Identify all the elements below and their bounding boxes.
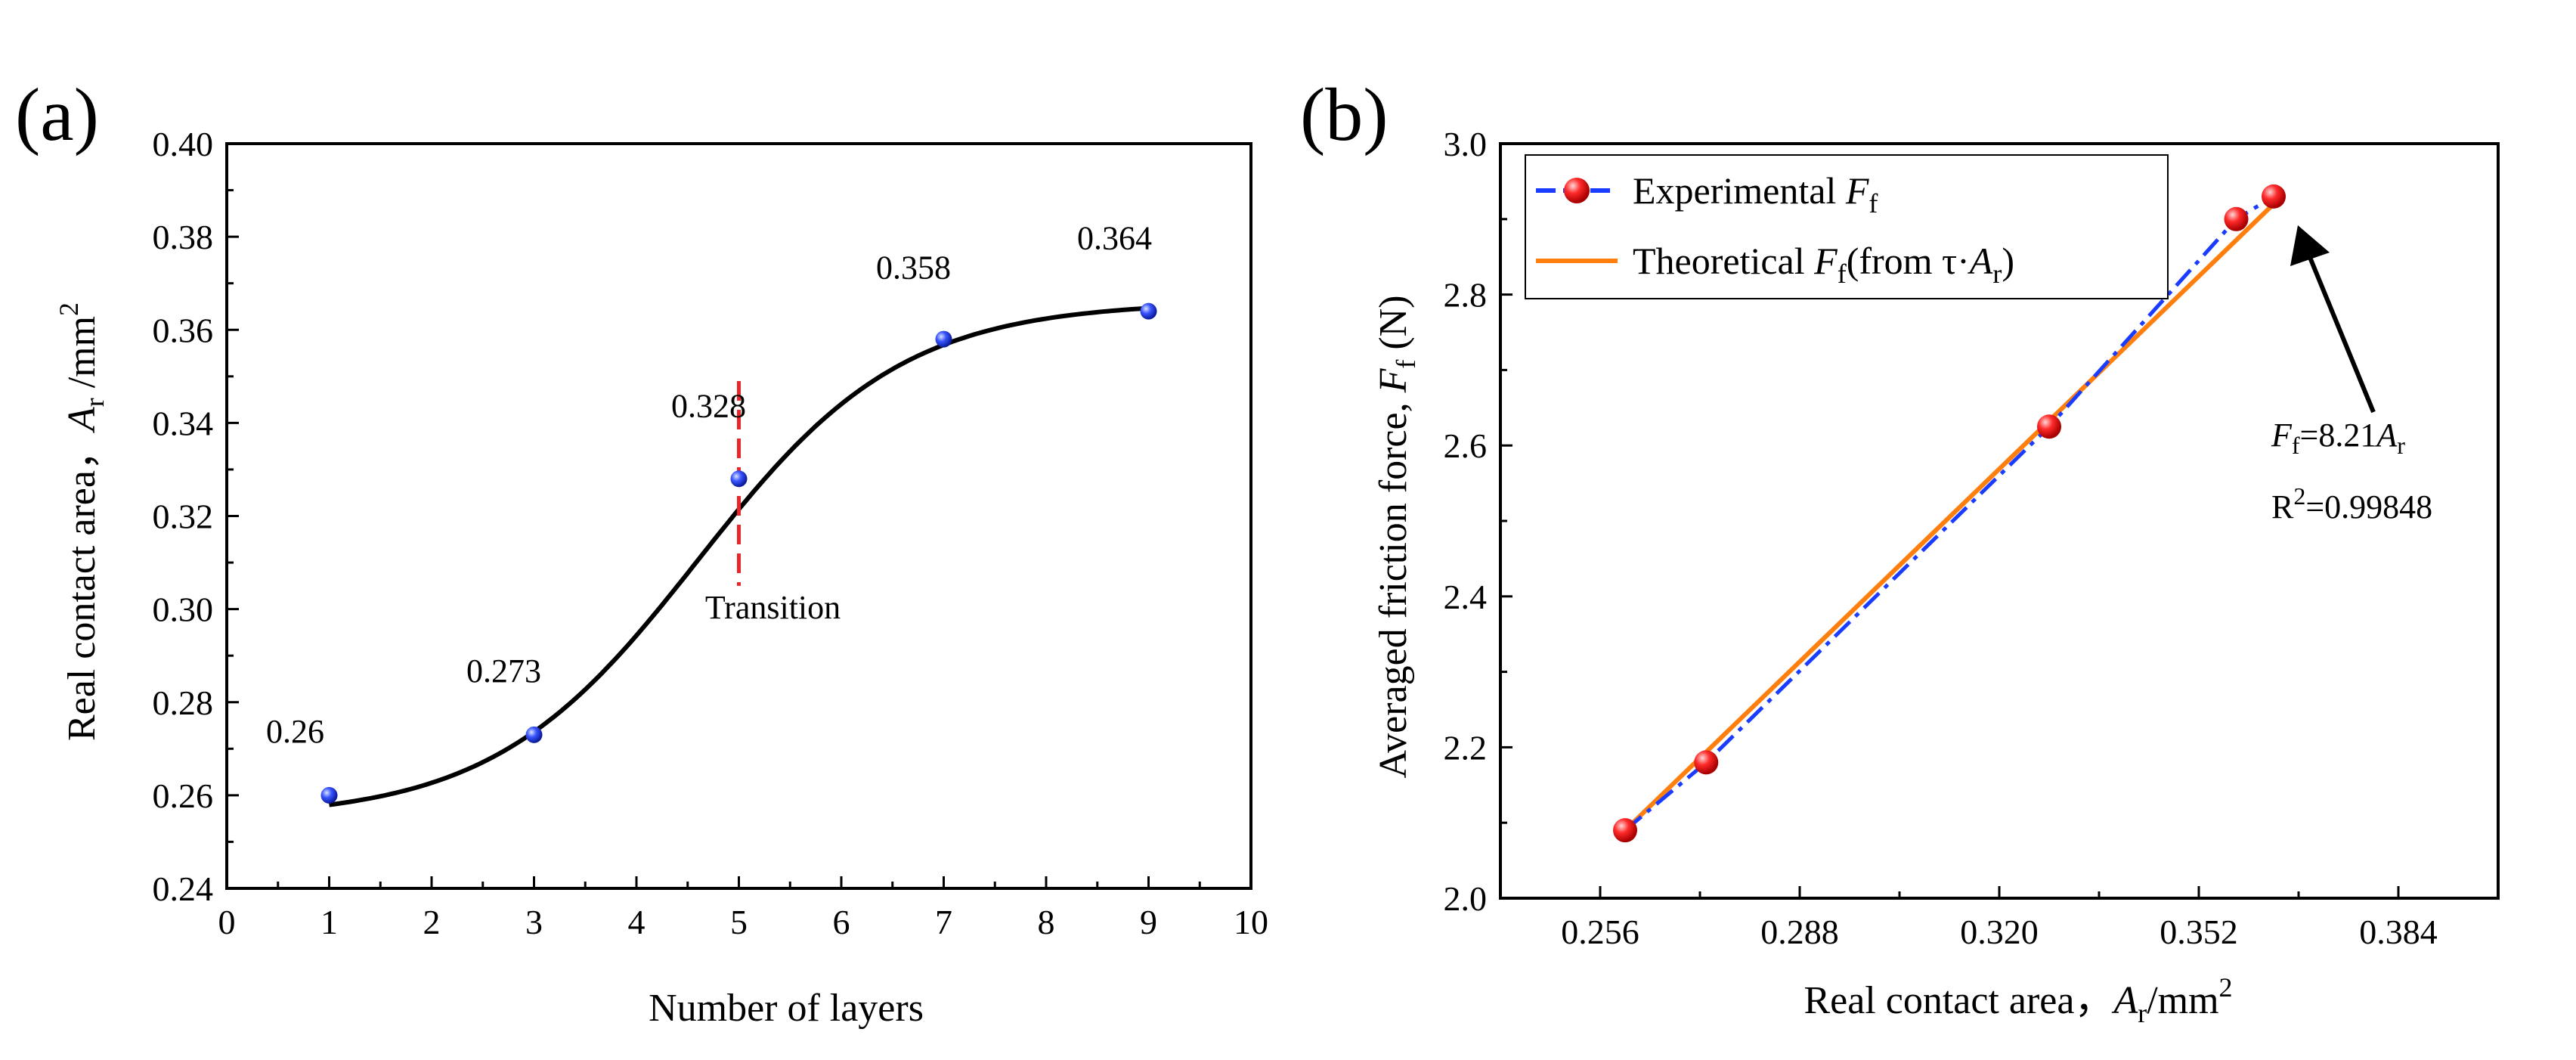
panel-a-y-tick-label: 0.26 <box>153 776 214 815</box>
panel-b-data-point <box>2262 184 2286 209</box>
panel-a-x-tick-label: 7 <box>935 903 952 941</box>
panel-b: (b) 2.02.22.42.62.83.0 0.256 0.288 0.320 0.… <box>1300 73 2500 1028</box>
panel-a-data-label: 0.364 <box>1077 220 1152 257</box>
panel-b-x-tick-label: 0.288 <box>1760 913 1839 951</box>
legend-entry-experimental: Experimental Ff <box>1536 169 1878 219</box>
legend-experimental-label: Experimental Ff <box>1633 169 1878 219</box>
panel-a-data-label: 0.358 <box>876 250 951 287</box>
panel-b-x-ticks: 0.256 0.288 0.320 0.352 0.384 <box>1561 886 2438 951</box>
legend-experimental-marker <box>1564 178 1590 203</box>
panel-b-y-tick-label: 2.6 <box>1444 426 1488 465</box>
panel-a-transition-label: Transition <box>705 589 841 626</box>
panel-b-legend: Experimental Ff Theoretical Ff(from τ·Ar… <box>1525 154 2169 299</box>
panel-a-y-tick-label: 0.40 <box>153 125 214 163</box>
panel-a-data-label: 0.26 <box>266 713 324 750</box>
legend-theoretical-label: Theoretical Ff(from τ·Ar) <box>1633 240 2014 289</box>
panel-a-x-axis-label: Number of layers <box>649 987 924 1030</box>
panel-b-y-tick-label: 2.0 <box>1444 879 1488 918</box>
panel-a-data-label: 0.328 <box>671 387 746 424</box>
panel-b-data-point <box>2224 206 2249 231</box>
panel-a-data-point <box>730 470 748 488</box>
panel-a-y-tick-label: 0.32 <box>153 497 214 536</box>
panel-a-plot-area: Transition 0.26 0.273 0.328 0.358 0.364 <box>225 142 1252 890</box>
panel-b-x-tick-label: 0.384 <box>2359 913 2438 951</box>
panel-a-data-point <box>935 330 952 348</box>
panel-a-y-tick-label: 0.28 <box>153 683 214 722</box>
panel-b-y-ticks: 2.0 2.2 2.4 2.6 2.8 3.0 <box>1444 125 1512 918</box>
panel-a-y-tick-label: 0.38 <box>153 218 214 256</box>
panel-b-x-tick-label: 0.320 <box>1960 913 2039 951</box>
legend-box <box>1525 154 2169 299</box>
panel-b-arrow <box>2290 225 2376 414</box>
panel-b-data-point <box>2037 414 2061 439</box>
panel-a-data-point <box>320 786 338 804</box>
panel-a-label: (a) <box>15 73 99 157</box>
panel-b-y-tick-label: 2.8 <box>1444 276 1488 315</box>
panel-b-y-tick-label: 2.2 <box>1444 728 1488 767</box>
panel-b-y-axis-label: Averaged friction force, Ff (N) <box>1372 295 1421 778</box>
legend-entry-theoretical: Theoretical Ff(from τ·Ar) <box>1536 240 2014 289</box>
panel-a-x-tick-label: 3 <box>525 903 543 941</box>
panel-a-x-tick-label: 1 <box>320 903 338 941</box>
panel-a-x-tick-label: 10 <box>1234 903 1268 941</box>
panel-b-data-point <box>1694 750 1719 775</box>
panel-b-y-tick-label: 2.4 <box>1444 578 1488 616</box>
panel-b-equation: Ff=8.21Ar <box>2271 417 2405 459</box>
panel-a-x-ticks: 0 1 2 3 4 5 6 7 8 9 10 <box>218 876 1268 941</box>
panel-b-x-tick-label: 0.352 <box>2160 913 2238 951</box>
panel-a-x-tick-label: 8 <box>1038 903 1055 941</box>
panel-b-y-tick-label: 3.0 <box>1444 125 1488 163</box>
panel-a-x-tick-label: 4 <box>628 903 646 941</box>
panel-a-data-point <box>1140 302 1157 320</box>
panel-a-data-point <box>525 726 543 743</box>
panel-b-x-axis-label: Real contact area，Ar/mm2 <box>1804 972 2232 1028</box>
panel-a-x-tick-label: 9 <box>1140 903 1157 941</box>
panel-a-y-tick-label: 0.30 <box>153 590 214 629</box>
panel-a-y-tick-label: 0.36 <box>153 311 214 349</box>
panel-a-x-tick-label: 0 <box>218 903 236 941</box>
panel-b-theoretical-line <box>1623 202 2276 832</box>
panel-a-x-tick-label: 6 <box>833 903 850 941</box>
panel-b-label: (b) <box>1300 73 1389 157</box>
panel-a-y-tick-label: 0.34 <box>153 404 214 442</box>
panel-b-data-point <box>1613 818 1637 843</box>
panel-a-x-tick-label: 5 <box>730 903 748 941</box>
panel-a-x-tick-label: 2 <box>423 903 441 941</box>
panel-a-y-axis-label: Real contact area，Ar /mm2 <box>54 302 110 741</box>
panel-a-y-ticks: 0.24 0.26 0.28 0.30 0.32 0.34 0.36 0.38 0.40 <box>153 125 239 908</box>
panel-b-x-tick-label: 0.256 <box>1561 913 1639 951</box>
panel-a-y-tick-label: 0.24 <box>153 869 214 908</box>
panel-a-data-label: 0.273 <box>466 652 541 690</box>
panel-b-r-squared: R2=0.99848 <box>2271 482 2432 525</box>
